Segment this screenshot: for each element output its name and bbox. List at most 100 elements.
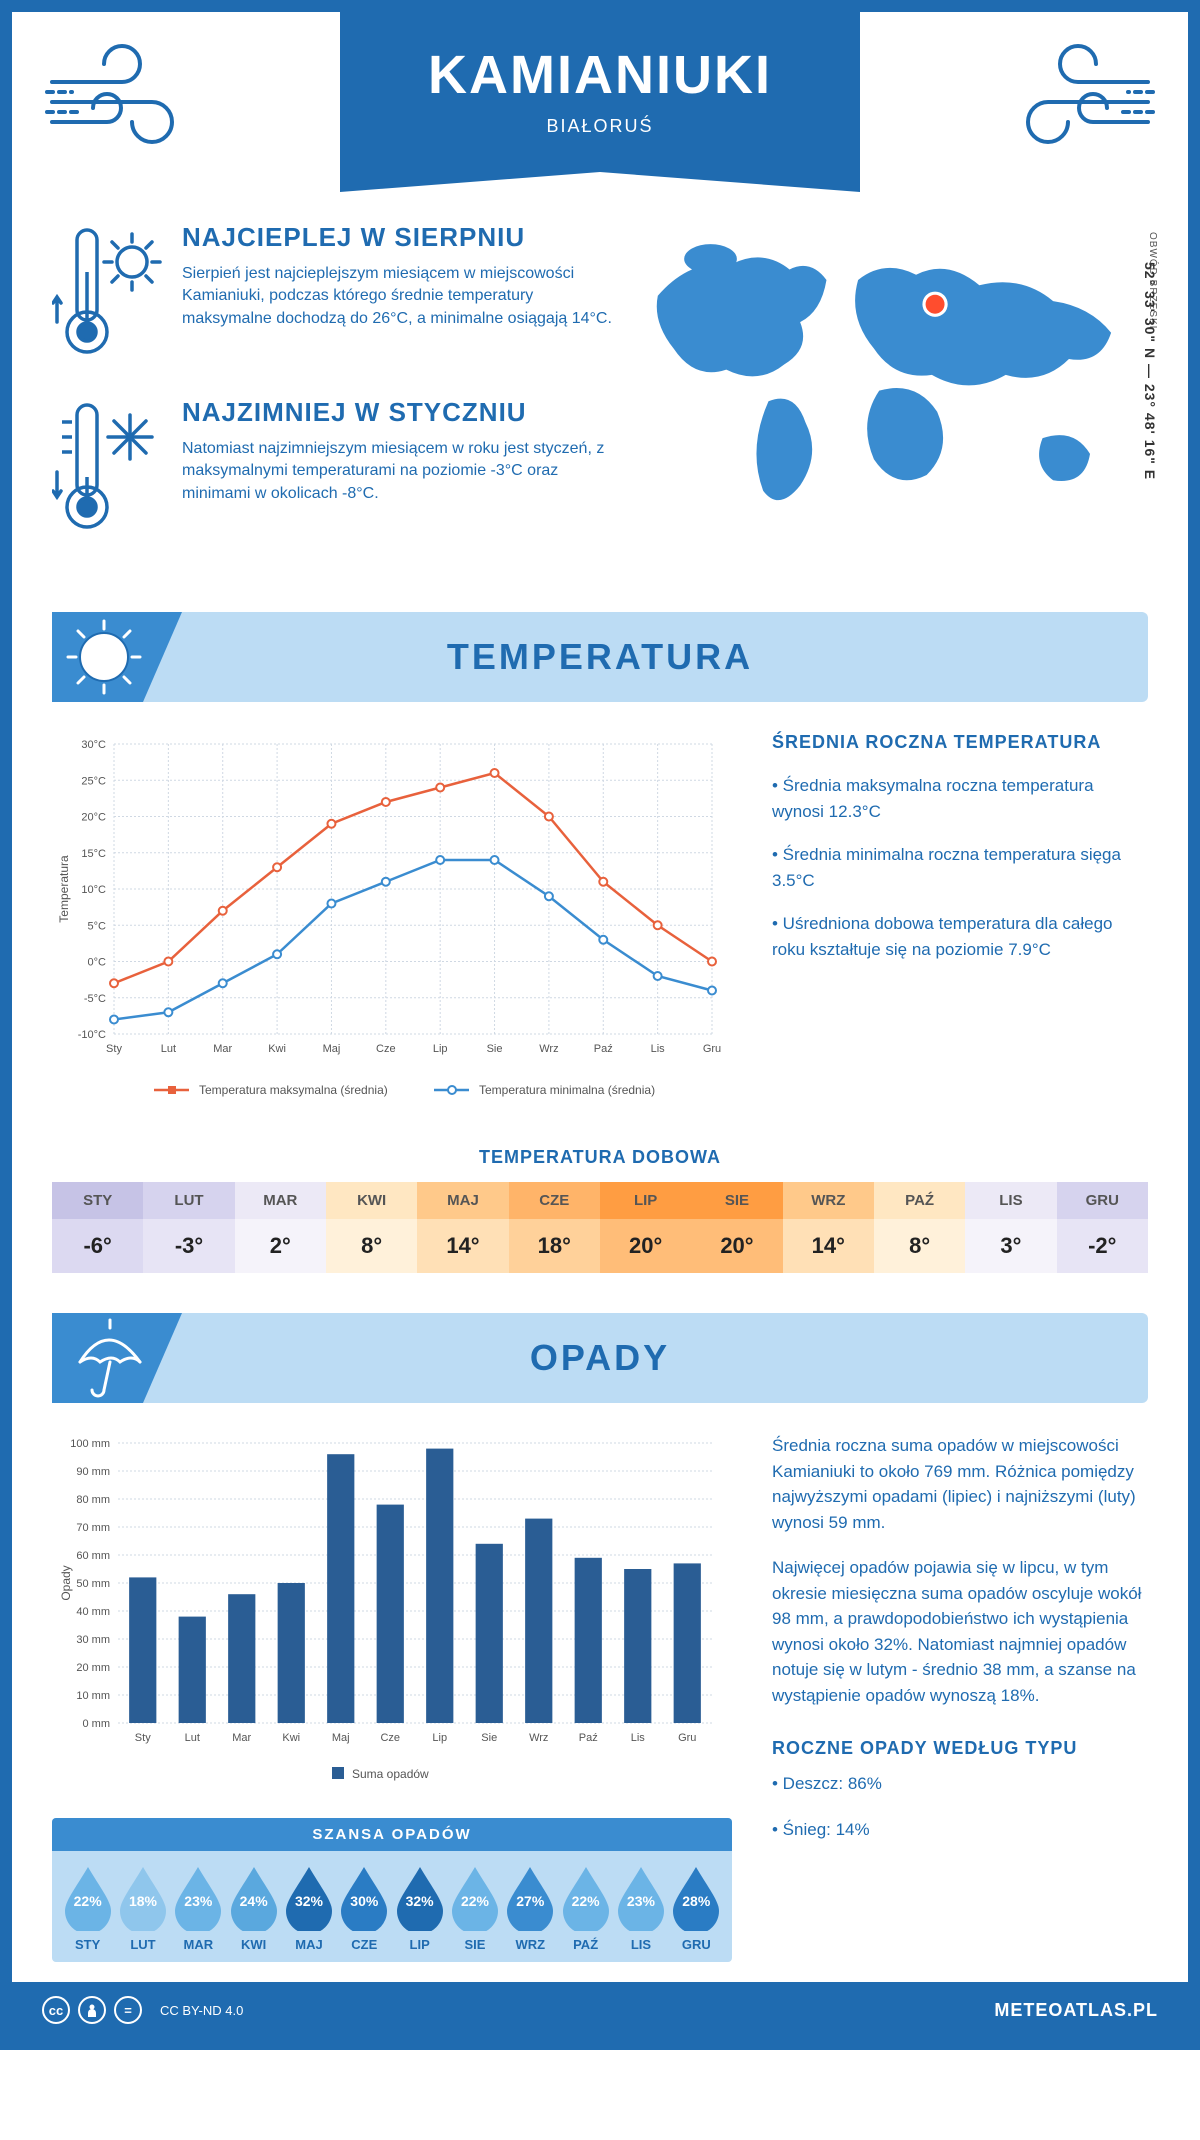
svg-text:Cze: Cze (376, 1043, 396, 1055)
header: KAMIANIUKI BIAŁORUŚ (12, 12, 1188, 202)
svg-text:20°C: 20°C (81, 812, 106, 824)
precip-type-title: ROCZNE OPADY WEDŁUG TYPU (772, 1738, 1148, 1759)
daily-col: GRU-2° (1057, 1182, 1148, 1273)
chance-panel: SZANSA OPADÓW 22% STY 18% LUT 23% MAR 24… (52, 1818, 732, 1962)
daily-col: LIP20° (600, 1182, 691, 1273)
svg-text:15°C: 15°C (81, 848, 106, 860)
svg-text:Opady: Opady (59, 1565, 73, 1600)
avg-temp-bullet: • Średnia maksymalna roczna temperatura … (772, 773, 1148, 824)
precipitation-section-header: OPADY (52, 1313, 1148, 1403)
precip-type-snow: • Śnieg: 14% (772, 1817, 1148, 1843)
svg-text:90 mm: 90 mm (76, 1466, 110, 1478)
svg-text:Temperatura: Temperatura (57, 855, 71, 923)
svg-text:Wrz: Wrz (539, 1043, 558, 1055)
sun-icon (62, 617, 157, 697)
footer: cc = CC BY-ND 4.0 METEOATLAS.PL (12, 1982, 1188, 2038)
chance-col: 32% MAJ (281, 1865, 336, 1952)
coldest-title: NAJZIMNIEJ W STYCZNIU (182, 397, 612, 428)
daily-temp-table: STY-6°LUT-3°MAR2°KWI8°MAJ14°CZE18°LIP20°… (52, 1182, 1148, 1273)
svg-text:Lut: Lut (185, 1732, 200, 1744)
svg-text:50 mm: 50 mm (76, 1578, 110, 1590)
chance-col: 23% MAR (171, 1865, 226, 1952)
avg-temp-bullet: • Uśredniona dobowa temperatura dla całe… (772, 911, 1148, 962)
wind-icon (998, 42, 1158, 162)
thermometer-hot-icon (52, 222, 162, 362)
daily-col: MAJ14° (417, 1182, 508, 1273)
daily-col: WRZ14° (783, 1182, 874, 1273)
warmest-body: Sierpień jest najcieplejszym miesiącem w… (182, 263, 612, 330)
daily-temp-title: TEMPERATURA DOBOWA (12, 1147, 1188, 1168)
svg-text:Cze: Cze (380, 1732, 400, 1744)
svg-text:60 mm: 60 mm (76, 1550, 110, 1562)
daily-col: CZE18° (509, 1182, 600, 1273)
chance-col: 28% GRU (669, 1865, 724, 1952)
svg-text:70 mm: 70 mm (76, 1522, 110, 1534)
svg-text:Maj: Maj (332, 1732, 350, 1744)
warmest-block: NAJCIEPLEJ W SIERPNIU Sierpień jest najc… (52, 222, 612, 367)
precipitation-bar-chart: 0 mm 10 mm 20 mm 30 mm 40 mm 50 mm 60 mm 70 mm 8… (52, 1433, 732, 1798)
svg-text:100 mm: 100 mm (70, 1438, 110, 1450)
svg-text:Sty: Sty (135, 1732, 151, 1744)
license-label: CC BY-ND 4.0 (160, 2003, 243, 2018)
svg-text:Gru: Gru (703, 1043, 721, 1055)
temperature-title: TEMPERATURA (447, 636, 753, 678)
svg-text:5°C: 5°C (88, 920, 107, 932)
svg-text:Gru: Gru (678, 1732, 696, 1744)
daily-col: SIE20° (691, 1182, 782, 1273)
svg-text:0°C: 0°C (88, 957, 107, 969)
temperature-line-chart: -10°C-5°C0°C5°C10°C15°C20°C25°C30°CStyLu… (52, 732, 732, 1117)
chance-col: 24% KWI (226, 1865, 281, 1952)
chance-col: 30% CZE (337, 1865, 392, 1952)
avg-temp-title: ŚREDNIA ROCZNA TEMPERATURA (772, 732, 1148, 753)
nd-icon: = (114, 1996, 142, 2024)
svg-text:Mar: Mar (232, 1732, 251, 1744)
svg-text:Wrz: Wrz (529, 1732, 548, 1744)
svg-text:10 mm: 10 mm (76, 1690, 110, 1702)
chance-col: 22% PAŹ (558, 1865, 613, 1952)
svg-text:Maj: Maj (323, 1043, 341, 1055)
precipitation-title: OPADY (530, 1337, 670, 1379)
svg-text:Sie: Sie (481, 1732, 497, 1744)
svg-text:Suma opadów: Suma opadów (352, 1767, 429, 1781)
svg-text:Sty: Sty (106, 1043, 122, 1055)
svg-text:0 mm: 0 mm (83, 1718, 111, 1730)
chance-col: 22% STY (60, 1865, 115, 1952)
precip-type-rain: • Deszcz: 86% (772, 1771, 1148, 1797)
svg-text:Sie: Sie (487, 1043, 503, 1055)
svg-text:-5°C: -5°C (84, 993, 106, 1005)
svg-text:Mar: Mar (213, 1043, 232, 1055)
chance-col: 32% LIP (392, 1865, 447, 1952)
world-map: OBWÓD BRZESKI 52° 33' 30" N — 23° 48' 16… (642, 222, 1148, 572)
svg-text:Temperatura maksymalna (średni: Temperatura maksymalna (średnia) (199, 1083, 388, 1097)
svg-text:-10°C: -10°C (78, 1029, 106, 1041)
umbrella-icon (62, 1318, 157, 1398)
chance-col: 27% WRZ (503, 1865, 558, 1952)
daily-col: MAR2° (235, 1182, 326, 1273)
warmest-title: NAJCIEPLEJ W SIERPNIU (182, 222, 612, 253)
svg-text:40 mm: 40 mm (76, 1606, 110, 1618)
daily-col: LIS3° (965, 1182, 1056, 1273)
daily-col: STY-6° (52, 1182, 143, 1273)
svg-text:Lip: Lip (432, 1732, 447, 1744)
svg-text:80 mm: 80 mm (76, 1494, 110, 1506)
coldest-block: NAJZIMNIEJ W STYCZNIU Natomiast najzimni… (52, 397, 612, 542)
svg-text:Kwi: Kwi (282, 1732, 300, 1744)
daily-col: KWI8° (326, 1182, 417, 1273)
svg-text:20 mm: 20 mm (76, 1662, 110, 1674)
temperature-section-header: TEMPERATURA (52, 612, 1148, 702)
by-icon (78, 1996, 106, 2024)
cc-icon: cc (42, 1996, 70, 2024)
svg-text:Lis: Lis (631, 1732, 646, 1744)
daily-col: PAŹ8° (874, 1182, 965, 1273)
svg-text:Paź: Paź (579, 1732, 598, 1744)
coldest-body: Natomiast najzimniejszym miesiącem w rok… (182, 438, 612, 505)
svg-text:30 mm: 30 mm (76, 1634, 110, 1646)
precip-para: Najwięcej opadów pojawia się w lipcu, w … (772, 1555, 1148, 1708)
precip-para: Średnia roczna suma opadów w miejscowośc… (772, 1433, 1148, 1535)
svg-text:10°C: 10°C (81, 884, 106, 896)
chance-title: SZANSA OPADÓW (52, 1818, 732, 1851)
svg-text:Lis: Lis (651, 1043, 666, 1055)
svg-text:Temperatura minimalna (średnia: Temperatura minimalna (średnia) (479, 1083, 655, 1097)
daily-col: LUT-3° (143, 1182, 234, 1273)
svg-text:30°C: 30°C (81, 739, 106, 751)
